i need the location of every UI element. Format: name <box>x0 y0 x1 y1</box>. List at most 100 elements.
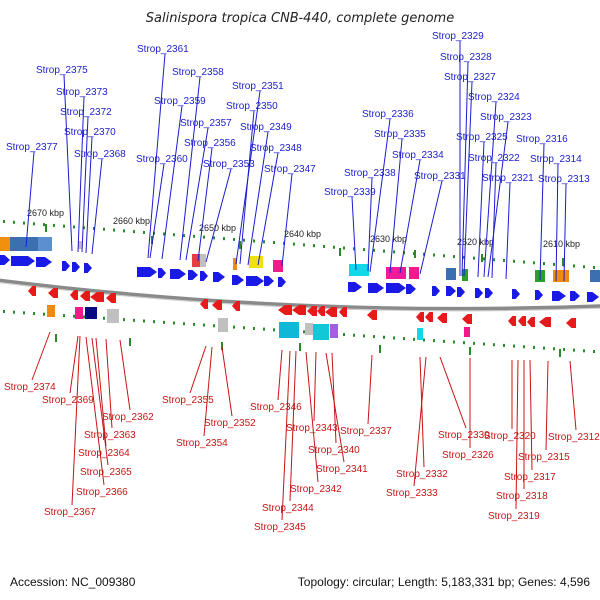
lower-tick-mark <box>413 337 415 341</box>
gene-feature-block <box>218 318 228 332</box>
lower-tick-mark <box>103 316 105 320</box>
upper-tick-mark <box>203 235 205 239</box>
gene-feature-block <box>313 324 329 340</box>
lower-tick-mark <box>13 310 15 314</box>
gene-leader-line <box>331 352 337 444</box>
gene-label-strop-2337: Strop_2337 <box>340 426 392 437</box>
forward-gene-arrow <box>485 288 493 298</box>
lower-tick-mark <box>553 347 555 351</box>
upper-tick-mark <box>443 254 445 258</box>
gene-feature-block <box>409 267 419 279</box>
gene-leader-line <box>305 351 319 483</box>
gene-label-strop-2340: Strop_2340 <box>308 445 360 456</box>
gene-leader-line <box>197 147 213 262</box>
reverse-gene-arrow <box>232 301 240 311</box>
gene-leader-line <box>487 121 509 278</box>
lower-tick-mark <box>83 315 85 319</box>
lower-tick-mark <box>263 327 265 331</box>
gene-label-strop-2364: Strop_2364 <box>78 448 130 459</box>
gene-feature-block <box>200 254 206 267</box>
gene-label-strop-2353: Strop_2353 <box>203 159 255 170</box>
lower-tick-mark <box>343 333 345 337</box>
major-tick-mark <box>129 338 131 346</box>
lower-tick-mark <box>43 312 45 316</box>
gene-label-strop-2358: Strop_2358 <box>172 67 224 78</box>
lower-tick-mark <box>213 324 215 328</box>
gene-label-strop-2344: Strop_2344 <box>262 503 314 514</box>
gene-leader-line <box>461 61 469 277</box>
upper-tick-mark <box>263 240 265 244</box>
forward-gene-arrow <box>246 276 264 286</box>
upper-tick-mark <box>503 258 505 262</box>
lower-tick-mark <box>123 318 125 322</box>
gene-label-strop-2349: Strop_2349 <box>240 122 292 133</box>
major-tick-mark <box>469 347 471 355</box>
reverse-gene-arrow <box>518 316 526 326</box>
reverse-gene-arrow <box>278 305 292 315</box>
gene-label-strop-2348: Strop_2348 <box>250 143 302 154</box>
gene-label-strop-2360: Strop_2360 <box>136 154 188 165</box>
gene-leader-line <box>119 339 131 411</box>
gene-label-strop-2341: Strop_2341 <box>316 464 368 475</box>
lower-tick-mark <box>423 338 425 342</box>
lower-tick-mark <box>33 312 35 316</box>
upper-tick-mark <box>583 265 585 269</box>
lower-tick-mark <box>493 343 495 347</box>
gene-label-strop-2326: Strop_2326 <box>442 450 494 461</box>
upper-tick-mark <box>53 223 55 227</box>
gene-leader-line <box>31 331 51 381</box>
upper-tick-mark <box>523 260 525 264</box>
scale-label: 2660 kbp <box>113 216 150 226</box>
scale-label: 2630 kbp <box>370 234 407 244</box>
lower-tick-mark <box>233 325 235 329</box>
forward-gene-arrow <box>552 291 566 301</box>
gene-label-strop-2342: Strop_2342 <box>290 484 342 495</box>
scale-label: 2610 kbp <box>543 239 580 249</box>
gene-feature-block <box>386 267 406 279</box>
feature-layer <box>0 237 600 340</box>
forward-gene-arrow <box>446 286 456 296</box>
reverse-gene-arrow <box>325 307 337 317</box>
lower-tick-mark <box>453 340 455 344</box>
gene-feature-block <box>279 322 299 338</box>
gene-leader-line <box>91 337 109 466</box>
upper-tick-mark <box>333 245 335 249</box>
upper-tick-mark <box>273 241 275 245</box>
lower-tick-mark <box>303 330 305 334</box>
gene-leader-line <box>95 337 107 447</box>
upper-tick-mark <box>193 234 195 238</box>
gene-feature-block <box>462 269 468 281</box>
gene-feature-block <box>464 327 470 337</box>
gene-leader-line <box>85 136 93 254</box>
genome-summary-text: Topology: circular; Length: 5,183,331 bp… <box>297 575 590 589</box>
leader-line-layer <box>25 41 577 521</box>
lower-tick-mark <box>143 319 145 323</box>
gene-leader-line <box>147 53 166 259</box>
upper-tick-mark <box>213 236 215 240</box>
gene-feature-block <box>78 241 82 249</box>
upper-tick-mark <box>393 250 395 254</box>
lower-tick-mark <box>183 322 185 326</box>
reverse-gene-arrow <box>508 316 516 326</box>
upper-tick-mark <box>93 227 95 231</box>
reverse-gene-arrow <box>48 288 58 298</box>
forward-gene-arrow <box>72 262 80 272</box>
forward-gene-arrow <box>170 269 186 279</box>
forward-gene-arrow <box>213 272 225 282</box>
reverse-gene-arrow <box>307 306 317 316</box>
gene-label-strop-2321: Strop_2321 <box>482 173 534 184</box>
gene-label-strop-2325: Strop_2325 <box>456 132 508 143</box>
lower-tick-mark <box>483 342 485 346</box>
lower-tick-mark <box>503 343 505 347</box>
gene-label-strop-2372: Strop_2372 <box>60 107 112 118</box>
gene-label-strop-2350: Strop_2350 <box>226 101 278 112</box>
upper-tick-mark <box>543 262 545 266</box>
upper-tick-mark <box>173 233 175 237</box>
gene-label-strop-2330: Strop_2330 <box>438 430 490 441</box>
reverse-gene-arrow <box>527 317 535 327</box>
gene-leader-line <box>257 152 279 266</box>
upper-tick-mark <box>363 248 365 252</box>
reverse-gene-arrow <box>539 317 551 327</box>
